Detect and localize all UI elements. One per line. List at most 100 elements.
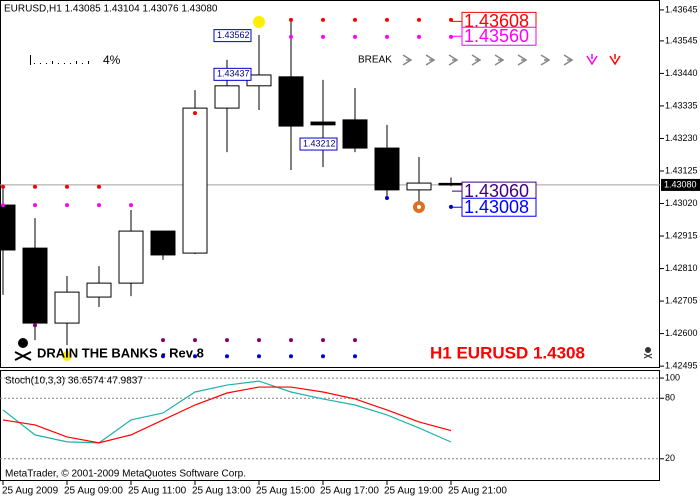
candle-body bbox=[342, 119, 368, 149]
indicator-dot bbox=[225, 338, 229, 343]
current-price-label: 1.43080 bbox=[664, 179, 697, 189]
candle-body bbox=[86, 282, 112, 298]
y-tick-label: 1.42495 bbox=[665, 361, 698, 371]
indicator-dot bbox=[97, 203, 101, 208]
candle-body bbox=[374, 147, 400, 191]
indicator-dot bbox=[321, 338, 325, 343]
indicator-dot bbox=[193, 111, 197, 116]
candle-body bbox=[310, 121, 336, 126]
y-tick-label: 20 bbox=[665, 453, 675, 463]
indicator-dot bbox=[289, 17, 293, 22]
x-tick-label: 25 Aug 13:00 bbox=[192, 486, 251, 497]
y-tick-label: 1.42600 bbox=[665, 328, 698, 338]
indicator-dot bbox=[33, 203, 37, 208]
y-tick-label: 1.43335 bbox=[665, 100, 698, 110]
x-tick-label: 25 Aug 09:00 bbox=[64, 486, 123, 497]
percent-label: 4% bbox=[103, 53, 121, 67]
candle-body bbox=[182, 107, 208, 254]
indicator-dot bbox=[353, 338, 357, 343]
candle-body bbox=[118, 230, 144, 284]
level-label: 1.43562 bbox=[217, 30, 250, 40]
candle-body bbox=[406, 182, 432, 191]
indicator-dot bbox=[257, 354, 261, 359]
y-tick-label: 1.42705 bbox=[665, 295, 698, 305]
signal-icon bbox=[62, 351, 72, 361]
indicator-dot bbox=[353, 17, 357, 22]
indicator-dot bbox=[289, 338, 293, 343]
candle-body bbox=[214, 85, 240, 109]
candle-body bbox=[438, 182, 464, 186]
indicator-dot bbox=[321, 354, 325, 359]
level-label: 1.43212 bbox=[303, 138, 336, 148]
x-tick-label: 25 Aug 2009 bbox=[2, 486, 59, 497]
indicator-dot bbox=[65, 203, 69, 208]
candle-body bbox=[0, 204, 16, 251]
stoch-plot bbox=[0, 377, 660, 460]
indicator-dot bbox=[193, 338, 197, 343]
symbol-price-label: H1 EURUSD 1.4308 bbox=[430, 343, 585, 362]
brand-label: DRAIN THE BANKS - Rev 8 bbox=[37, 345, 204, 360]
x-tick-label: 25 Aug 19:00 bbox=[384, 486, 443, 497]
level-box bbox=[213, 67, 252, 81]
indicator-dot bbox=[321, 17, 325, 22]
indicator-dot bbox=[1, 184, 5, 189]
indicator-dot bbox=[257, 338, 261, 343]
y-tick-label: 1.43020 bbox=[665, 198, 698, 208]
gauge bbox=[30, 55, 89, 65]
x-tick-label: 25 Aug 15:00 bbox=[256, 486, 315, 497]
candle-body bbox=[54, 291, 80, 324]
indicator-dot bbox=[385, 195, 389, 200]
indicator-dot bbox=[353, 354, 357, 359]
indicator-dot bbox=[1, 203, 5, 208]
stoch-title: Stoch(10,3,3) 36.6574 47.9837 bbox=[5, 376, 143, 387]
y-tick-label: 1.42810 bbox=[665, 263, 698, 273]
y-tick-label: 1.43645 bbox=[665, 4, 698, 14]
indicator-dot bbox=[321, 34, 325, 39]
break-arrows bbox=[402, 54, 621, 66]
y-tick-label: 1.43230 bbox=[665, 133, 698, 143]
indicator-dot bbox=[129, 203, 133, 208]
price-box bbox=[461, 197, 537, 217]
indicator-dot bbox=[385, 17, 389, 22]
y-tick-label: 80 bbox=[665, 393, 675, 403]
x-tick-label: 25 Aug 11:00 bbox=[128, 486, 187, 497]
price-label: 1.43060 bbox=[464, 181, 529, 201]
footer: MetaTrader, © 2001-2009 MetaQuotes Softw… bbox=[5, 469, 246, 480]
stoch-line bbox=[2, 386, 452, 444]
y-tick-label: 1.43125 bbox=[665, 165, 698, 175]
signal-icon bbox=[253, 16, 265, 28]
indicator-dot bbox=[161, 354, 165, 359]
indicator-dot bbox=[353, 34, 357, 39]
indicator-dot bbox=[417, 17, 421, 22]
indicator-dot bbox=[225, 354, 229, 359]
x-tick-label: 25 Aug 21:00 bbox=[448, 486, 507, 497]
indicator-dot bbox=[65, 184, 69, 189]
price-label: 1.43008 bbox=[464, 197, 529, 217]
level-box bbox=[213, 29, 252, 43]
skull-icon bbox=[14, 338, 653, 361]
indicator-dot bbox=[449, 17, 453, 22]
stoch-line bbox=[2, 380, 452, 444]
indicator-dot bbox=[449, 34, 453, 39]
indicator-dot bbox=[289, 34, 293, 39]
axes: 1.43645 1.43545 1.43440 1.43335 1.43230 1.431… bbox=[2, 4, 700, 497]
y-tick-label: 1.42915 bbox=[665, 230, 698, 240]
indicator-dot bbox=[161, 338, 165, 343]
y-tick-label: 1.43545 bbox=[665, 35, 698, 45]
indicator-dot bbox=[97, 184, 101, 189]
candle-body bbox=[22, 247, 48, 324]
indicator-dot bbox=[33, 184, 37, 189]
current-price-box bbox=[661, 178, 700, 191]
break-label: BREAK bbox=[358, 55, 392, 66]
indicator-dot bbox=[385, 34, 389, 39]
x-tick-label: 25 Aug 17:00 bbox=[320, 486, 379, 497]
price-box bbox=[461, 26, 537, 46]
indicator-dot bbox=[449, 204, 453, 209]
indicator-dot bbox=[289, 354, 293, 359]
main-pane bbox=[0, 0, 660, 368]
indicator-dot bbox=[193, 354, 197, 359]
signal-icon bbox=[417, 205, 421, 209]
indicator-dot bbox=[33, 323, 37, 328]
